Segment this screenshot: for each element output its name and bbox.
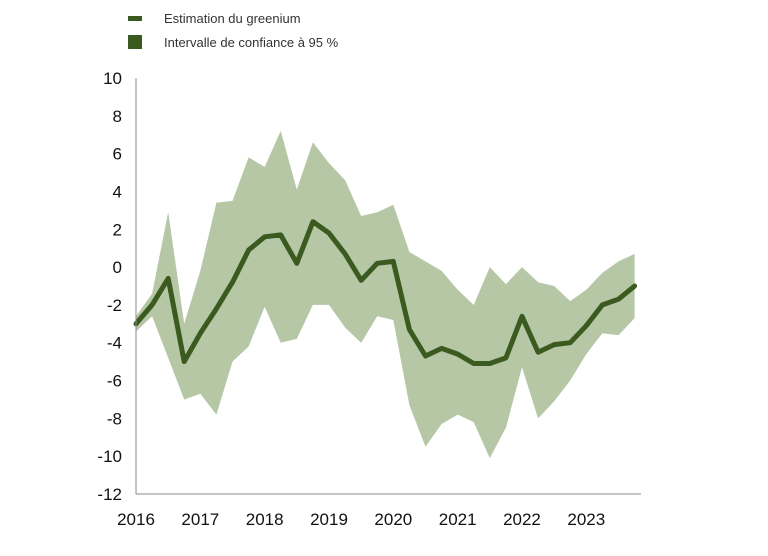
y-tick-label: -12 — [97, 485, 122, 504]
legend-label-confidence: Intervalle de confiance à 95 % — [164, 34, 339, 50]
legend-label-estimate: Estimation du greenium — [164, 10, 301, 26]
y-tick-label: 2 — [113, 220, 122, 239]
y-tick-label: -8 — [107, 409, 122, 428]
x-tick-label: 2017 — [181, 510, 219, 529]
y-tick-label: 8 — [113, 107, 122, 126]
legend: Estimation du greenium Intervalle de con… — [128, 8, 338, 56]
x-tick-label: 2023 — [567, 510, 605, 529]
x-tick-label: 2016 — [117, 510, 155, 529]
greenium-line — [133, 219, 638, 366]
y-tick-label: -2 — [107, 296, 122, 315]
y-tick-labels: 10 8 6 4 2 0 -2 -4 -6 -8 -10 -12 — [97, 69, 122, 504]
y-tick-label: 6 — [113, 145, 122, 164]
estimate-line-layer — [133, 219, 638, 366]
legend-item-estimate: Estimation du greenium — [128, 8, 338, 28]
x-tick-label: 2022 — [503, 510, 541, 529]
x-tick-label: 2020 — [374, 510, 412, 529]
legend-item-confidence: Intervalle de confiance à 95 % — [128, 32, 338, 52]
legend-line-swatch — [128, 15, 142, 21]
x-tick-label: 2019 — [310, 510, 348, 529]
confidence-band-area — [136, 130, 635, 459]
y-tick-label: -4 — [107, 334, 122, 353]
y-tick-label: -6 — [107, 372, 122, 391]
y-tick-label: 0 — [113, 258, 122, 277]
x-tick-labels: 2016 2017 2018 2019 2020 2021 2022 2023 — [117, 510, 605, 529]
y-tick-label: 10 — [103, 69, 122, 88]
y-tick-label: -10 — [97, 447, 122, 466]
axes — [135, 78, 641, 495]
confidence-band-layer — [136, 130, 635, 459]
x-tick-label: 2018 — [246, 510, 284, 529]
legend-box-swatch — [128, 35, 142, 49]
x-tick-label: 2021 — [439, 510, 477, 529]
y-tick-label: 4 — [113, 182, 122, 201]
